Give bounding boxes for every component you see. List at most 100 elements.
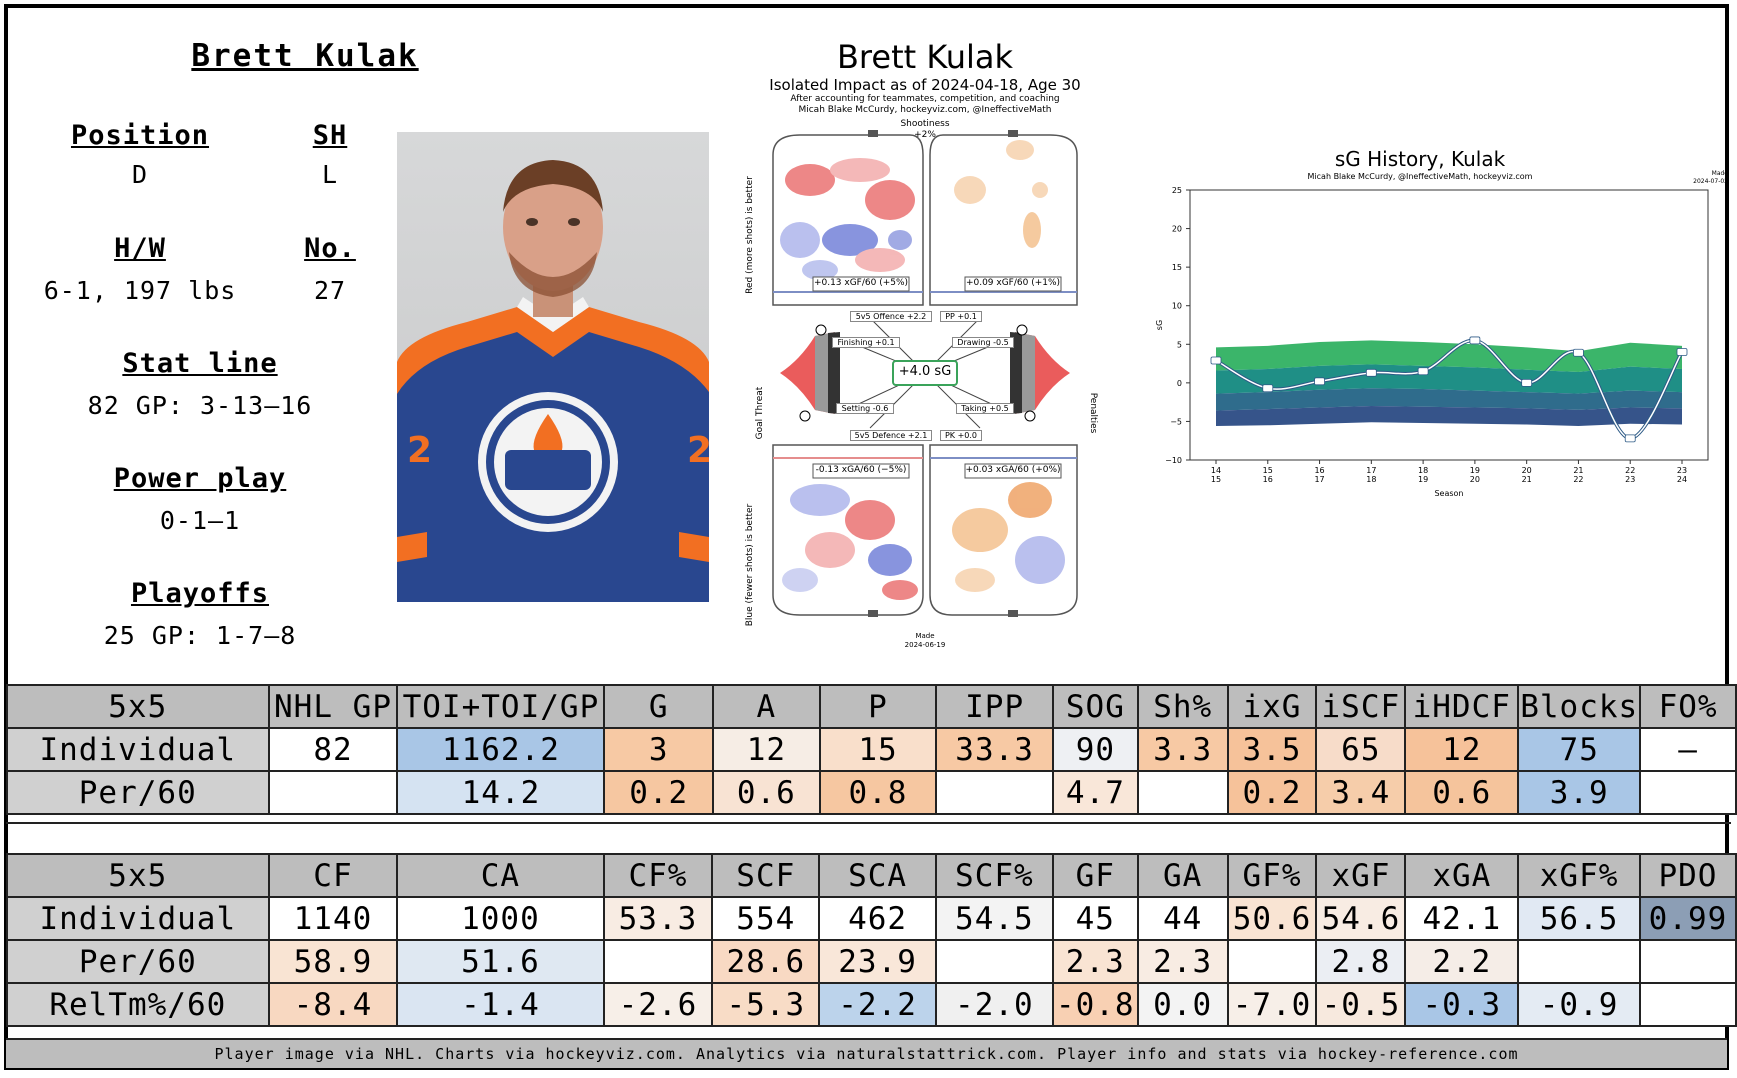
column-header: SOG [1051,684,1139,729]
xgf-left-label: +0.13 xGF/60 (+5%) [813,278,909,288]
stat-cell: 1000 [396,896,605,941]
column-header: CF [267,853,399,898]
sg-point [1262,384,1274,393]
row-label: Individual [6,896,270,941]
band-first-pair [1216,340,1682,373]
column-header: xGA [1404,853,1520,898]
row-label: Per/60 [6,770,270,815]
onice-stats-table: 5x5 CF CA CF% SCF SCA SCF% GF GA GF% xGF xGA xGF% PDO… [6,853,1737,1027]
x-tick-label: 15 [1263,466,1273,475]
penalties-label: Penalties [1088,392,1098,434]
column-header: 5x5 [6,684,270,729]
column-header: xGF [1315,853,1407,898]
number-value: 27 [313,276,347,305]
x-tick-label: 16 [1263,475,1273,484]
impact-title: Brett Kulak [836,38,1014,76]
band-label: 2nd [1198,376,1208,382]
stat-cell: 82 [267,727,399,772]
stat-cell: 3.3 [1136,727,1229,772]
stat-cell: 2.3 [1051,939,1139,984]
y-tick-label: 15 [1172,263,1182,272]
y-tick-label: 0 [1177,379,1182,388]
position-label: Position [70,120,210,151]
column-header: xGF% [1517,853,1641,898]
stat-cell: -1.4 [396,982,605,1027]
power-play-value: 0-1–1 [159,506,241,535]
stat-cell: -2.2 [818,982,937,1027]
column-header: G [603,684,715,729]
column-header: iSCF [1315,684,1407,729]
blue-axis-label: Blue (fewer shots) is better [745,503,755,627]
pp-label: PP +0.1 [940,311,982,322]
sg-credit: Micah Blake McCurdy, @IneffectiveMath, h… [1307,172,1533,181]
stat-cell: 4.7 [1051,770,1139,815]
table-row: Per/60 14.2 0.2 0.6 0.8 4.7 0.2 3.4 0.6 3.9 [6,770,1737,815]
svg-text:2: 2 [687,430,709,471]
stat-cell: 3.9 [1517,770,1642,815]
stat-cell: 56.5 [1517,896,1641,941]
stat-cell [602,939,714,984]
x-tick-label: 23 [1677,466,1687,475]
sg-point [1417,367,1429,376]
card-frame [4,4,1729,1070]
sg-plot: 2520151050−5−101415151616171718181919202… [1155,186,1709,498]
shoots-value: L [321,160,339,189]
x-tick-label: 22 [1625,466,1635,475]
column-header: IPP [935,684,1054,729]
taking-label: Taking +0.5 [956,403,1014,414]
impact-rinks [772,130,1078,617]
hw-value: 6-1, 197 lbs [43,276,237,305]
table-spacer [6,822,1731,856]
column-header: ixG [1226,684,1318,729]
x-tick-label: 18 [1366,475,1376,484]
pk-label: PK +0.0 [940,430,982,441]
table-row: RelTm%/60 -8.4 -1.4 -2.6 -5.3 -2.2 -2.0 -0.8 0.0… [6,982,1737,1027]
stat-cell: -8.4 [267,982,399,1027]
footer-credits: Player image via NHL. Charts via hockeyv… [6,1038,1727,1068]
sg-title: sG History, Kulak [1334,147,1506,171]
band-label: pair [1198,402,1209,408]
x-tick-label: 22 [1573,475,1583,484]
stat-cell: 23.9 [818,939,937,984]
stat-cell: 54.5 [934,896,1054,941]
stat-cell [934,939,1054,984]
stat-cell: 42.1 [1404,896,1520,941]
stat-cell: 0.6 [1404,770,1520,815]
x-tick-label: 14 [1211,466,1221,475]
stat-cell: 3 [603,727,715,772]
stat-cell: -2.0 [934,982,1054,1027]
x-tick-label: 20 [1470,475,1480,484]
defence-label: 5v5 Defence +2.1 [850,430,932,441]
stat-cell: 58.9 [267,939,399,984]
stat-cell: 3.4 [1315,770,1407,815]
shootiness-label: Shootiness [900,119,950,129]
band-label: 3rd [1198,396,1206,402]
band-third-pair [1216,388,1682,411]
stat-cell: 462 [818,896,937,941]
stat-cell [1226,939,1318,984]
xga-left-label: -0.13 xGA/60 (−5%) [815,465,907,475]
power-play-label: Power play [113,463,287,494]
stat-line-value: 82 GP: 3-13–16 [87,391,313,420]
row-label: Individual [6,727,270,772]
stat-cell: 0.8 [818,770,938,815]
stat-cell [1639,770,1737,815]
stat-cell: 54.6 [1315,896,1407,941]
column-header: CF% [602,853,714,898]
stat-cell: 75 [1517,727,1642,772]
drawing-label: Drawing -0.5 [952,337,1014,348]
stat-cell [267,770,399,815]
band-label: 1st [1198,353,1206,359]
stat-cell: 12 [712,727,821,772]
sg-point [1210,356,1222,365]
stat-cell: 2.2 [1404,939,1520,984]
sg-point [1469,336,1481,345]
isolated-impact-chart: Brett Kulak Isolated Impact as of 2024-0… [740,30,1110,650]
stat-cell: 65 [1315,727,1407,772]
row-label: Per/60 [6,939,270,984]
column-header: iHDCF [1404,684,1520,729]
column-header: GF% [1226,853,1318,898]
stat-cell: 2.8 [1315,939,1407,984]
xgf-right-label: +0.09 xGF/60 (+1%) [965,278,1061,288]
y-tick-label: 20 [1172,225,1182,234]
